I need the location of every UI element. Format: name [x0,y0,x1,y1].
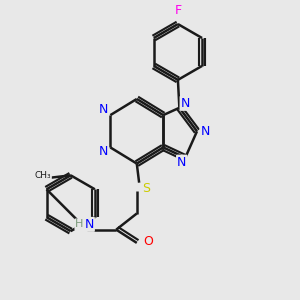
Text: CH₃: CH₃ [34,171,51,180]
Text: S: S [142,182,150,195]
Text: F: F [174,4,182,17]
Text: N: N [98,103,108,116]
Text: N: N [85,218,94,231]
Text: O: O [144,235,154,248]
Text: N: N [177,156,186,169]
Text: H: H [75,219,84,230]
Text: N: N [98,145,108,158]
Text: N: N [200,125,210,138]
Text: N: N [181,97,190,110]
